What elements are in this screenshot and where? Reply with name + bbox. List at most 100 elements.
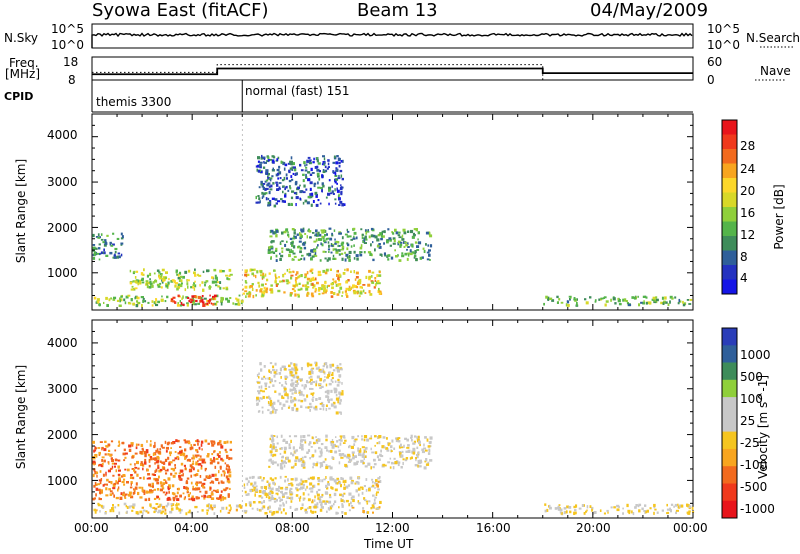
echo-cell (234, 303, 238, 306)
echo-cell (141, 489, 144, 492)
echo-cell (209, 298, 212, 301)
echo-cell (175, 506, 178, 510)
echo-cell (94, 481, 97, 485)
echo-cell (100, 464, 103, 467)
echo-cell (371, 478, 374, 481)
echo-cell (341, 291, 344, 294)
echo-cell (165, 472, 168, 475)
echo-cell (311, 436, 314, 440)
echo-cell (195, 449, 198, 452)
echo-cell (192, 485, 194, 489)
echo-cell (338, 158, 341, 161)
echo-cell (157, 464, 160, 468)
echo-cell (338, 204, 341, 206)
echo-cell (257, 164, 260, 168)
echo-cell (94, 454, 98, 456)
echo-cell (395, 255, 398, 258)
echo-cell (335, 240, 338, 244)
echo-cell (245, 295, 247, 298)
echo-cell (311, 255, 315, 258)
echo-cell (186, 488, 189, 492)
echo-cell (321, 493, 324, 497)
echo-cell (215, 478, 219, 481)
echo-cell (610, 298, 612, 302)
echo-cell (266, 160, 270, 163)
echo-cell (198, 274, 202, 277)
echo-cell (279, 452, 282, 455)
echo-cell (348, 250, 352, 254)
echo-cell (402, 461, 404, 466)
echo-cell (309, 482, 313, 486)
echo-cell (226, 277, 229, 280)
echo-cell (124, 495, 126, 498)
echo-cell (374, 248, 376, 252)
echo-cell (113, 296, 117, 300)
echo-cell (612, 297, 616, 301)
echo-cell (293, 231, 296, 235)
echo-cell (284, 512, 287, 515)
echo-cell (290, 160, 293, 163)
velocity-panel-frame (91, 319, 694, 519)
echo-cell (333, 387, 335, 391)
echo-cell (284, 368, 287, 371)
echo-cell (349, 444, 351, 448)
echo-cell (290, 196, 294, 200)
echo-cell (322, 368, 325, 371)
echo-cell (212, 295, 215, 299)
echo-cell (168, 462, 171, 466)
echo-cell (167, 281, 170, 285)
echo-cell (352, 237, 356, 240)
echo-cell (350, 238, 353, 241)
echo-cell (338, 161, 341, 165)
echo-cell (670, 509, 672, 513)
echo-cell (379, 480, 382, 483)
velocity-colorbar-frame (721, 327, 738, 519)
echo-cell (154, 470, 157, 473)
echo-cell (330, 251, 333, 254)
echo-cell (296, 233, 299, 236)
echo-cell (362, 240, 364, 243)
echo-cell (280, 498, 283, 502)
echo-cell (256, 396, 259, 400)
echo-cell (170, 300, 174, 303)
echo-cell (338, 164, 341, 168)
echo-cell (296, 380, 298, 384)
echo-cell (277, 188, 281, 190)
echo-cell (325, 476, 327, 479)
echo-cell (356, 286, 359, 289)
echo-cell (304, 441, 307, 444)
echo-cell (258, 186, 261, 189)
echo-cell (284, 487, 288, 491)
echo-cell (215, 490, 219, 493)
echo-cell (257, 381, 260, 384)
echo-cell (343, 480, 346, 483)
echo-cell (134, 470, 137, 474)
echo-cell (261, 291, 264, 294)
echo-cell (652, 296, 656, 300)
echo-cell (315, 277, 317, 281)
echo-cell (321, 235, 324, 238)
echo-cell (355, 254, 359, 257)
echo-cell (205, 280, 209, 283)
echo-cell (429, 234, 433, 238)
echo-cell (220, 302, 223, 306)
echo-cell (306, 362, 310, 366)
echo-cell (327, 257, 331, 261)
echo-cell (288, 497, 291, 500)
echo-cell (643, 510, 647, 512)
echo-cell (194, 274, 197, 277)
echo-cell (666, 508, 670, 511)
echo-cell (98, 243, 101, 246)
echo-cell (272, 497, 275, 501)
echo-cell (154, 279, 157, 282)
echo-cell (301, 456, 304, 459)
echo-cell (654, 508, 657, 511)
echo-cell (215, 490, 217, 492)
echo-cell (217, 285, 220, 288)
echo-cell (128, 491, 132, 495)
echo-cell (416, 436, 418, 439)
echo-cell (135, 443, 138, 447)
echo-cell (316, 493, 320, 497)
echo-cell (199, 455, 202, 458)
echo-cell (258, 372, 260, 376)
